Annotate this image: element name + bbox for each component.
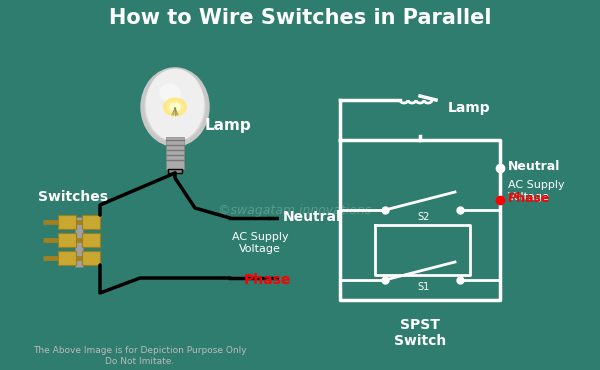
FancyBboxPatch shape <box>168 169 182 173</box>
FancyBboxPatch shape <box>82 215 100 229</box>
FancyBboxPatch shape <box>58 215 76 229</box>
Text: Phase: Phase <box>508 192 550 205</box>
Ellipse shape <box>167 101 182 113</box>
FancyBboxPatch shape <box>58 233 76 247</box>
Text: Switches: Switches <box>38 190 108 204</box>
Text: How to Wire Switches in Parallel: How to Wire Switches in Parallel <box>109 8 491 28</box>
Ellipse shape <box>146 69 204 141</box>
Text: Phase: Phase <box>244 273 290 287</box>
FancyBboxPatch shape <box>166 137 184 169</box>
FancyBboxPatch shape <box>58 251 76 265</box>
FancyBboxPatch shape <box>82 251 100 265</box>
FancyBboxPatch shape <box>82 233 100 247</box>
FancyBboxPatch shape <box>75 217 83 267</box>
Text: S1: S1 <box>417 282 429 292</box>
Ellipse shape <box>141 68 209 146</box>
Text: The Above Image is for Depiction Purpose Only
Do Not Imitate.: The Above Image is for Depiction Purpose… <box>33 346 247 366</box>
Text: Lamp: Lamp <box>448 101 491 115</box>
Ellipse shape <box>170 103 180 111</box>
Ellipse shape <box>164 98 186 116</box>
Text: ©swagatam innovations: ©swagatam innovations <box>218 204 371 216</box>
Ellipse shape <box>149 77 201 137</box>
Text: Neutral: Neutral <box>508 159 560 172</box>
Text: Lamp: Lamp <box>205 118 252 132</box>
Text: S2: S2 <box>417 212 430 222</box>
Text: AC Supply
Voltage: AC Supply Voltage <box>508 180 565 202</box>
Text: Neutral: Neutral <box>283 210 341 224</box>
Text: SPST
Switch: SPST Switch <box>394 318 446 348</box>
Ellipse shape <box>145 73 205 141</box>
Text: AC Supply
Voltage: AC Supply Voltage <box>232 232 289 253</box>
Ellipse shape <box>160 84 180 102</box>
